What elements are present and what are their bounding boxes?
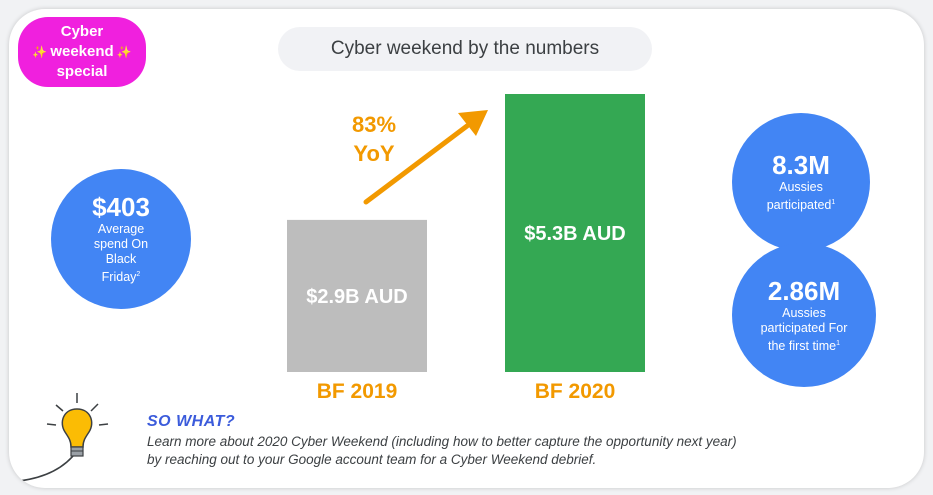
bar-bf-2019 bbox=[287, 219, 427, 372]
stat-desc: Aussies participated bbox=[766, 180, 832, 213]
growth-annotation-percent: 83% bbox=[352, 112, 396, 137]
badge-line-2: weekend bbox=[50, 43, 114, 60]
data-label-bf-2019: $2.9B AUD bbox=[306, 286, 408, 308]
footnote-marker: 1 bbox=[836, 339, 840, 347]
stat-value: 8.3M bbox=[772, 150, 830, 181]
category-label-bf-2019: BF 2019 bbox=[317, 380, 398, 403]
stat-participants: 8.3M Aussies participated1 bbox=[732, 113, 870, 251]
cyber-weekend-badge: Cyber ✨ weekend ✨ special bbox=[18, 17, 146, 87]
so-what-body: Learn more about 2020 Cyber Weekend (inc… bbox=[147, 433, 867, 469]
growth-arrow-icon bbox=[363, 110, 488, 205]
stat-first-time-participants: 2.86M Aussies participated For the first… bbox=[732, 243, 876, 387]
stat-desc: Aussies participated For the first time bbox=[760, 305, 848, 354]
infographic-card: Cyber ✨ weekend ✨ special Cyber weekend by… bbox=[9, 9, 924, 488]
badge-line-1: Cyber bbox=[60, 23, 104, 40]
sparkle-icon: ✨ bbox=[116, 45, 132, 59]
bar-bf-2020 bbox=[505, 94, 645, 372]
growth-annotation-yoy: YoY bbox=[353, 141, 394, 166]
page-title: Cyber weekend by the numbers bbox=[278, 27, 652, 71]
so-what-line-1: Learn more about 2020 Cyber Weekend (inc… bbox=[147, 434, 737, 449]
sparkle-icon: ✨ bbox=[32, 45, 48, 59]
badge-line-3: special bbox=[56, 63, 108, 80]
stat-desc: Average spend On Black Friday bbox=[93, 222, 149, 285]
footnote-marker: 2 bbox=[136, 271, 141, 279]
so-what-section: SO WHAT? Learn more about 2020 Cyber Wee… bbox=[147, 413, 867, 469]
bar-chart: $2.9B AUD $5.3B AUD BF 2019 BF 2020 83% … bbox=[287, 94, 645, 403]
stat-average-spend: $403 Average spend On Black Friday2 bbox=[51, 169, 191, 309]
stat-value: 2.86M bbox=[767, 275, 841, 306]
so-what-heading: SO WHAT? bbox=[147, 413, 236, 430]
stat-value: $403 bbox=[92, 192, 150, 223]
footnote-marker: 1 bbox=[831, 199, 836, 207]
so-what-line-2: by reaching out to your Google account t… bbox=[147, 452, 597, 467]
lightbulb-icon bbox=[19, 393, 109, 482]
data-label-bf-2020: $5.3B AUD bbox=[524, 223, 626, 245]
category-label-bf-2020: BF 2020 bbox=[535, 380, 616, 403]
